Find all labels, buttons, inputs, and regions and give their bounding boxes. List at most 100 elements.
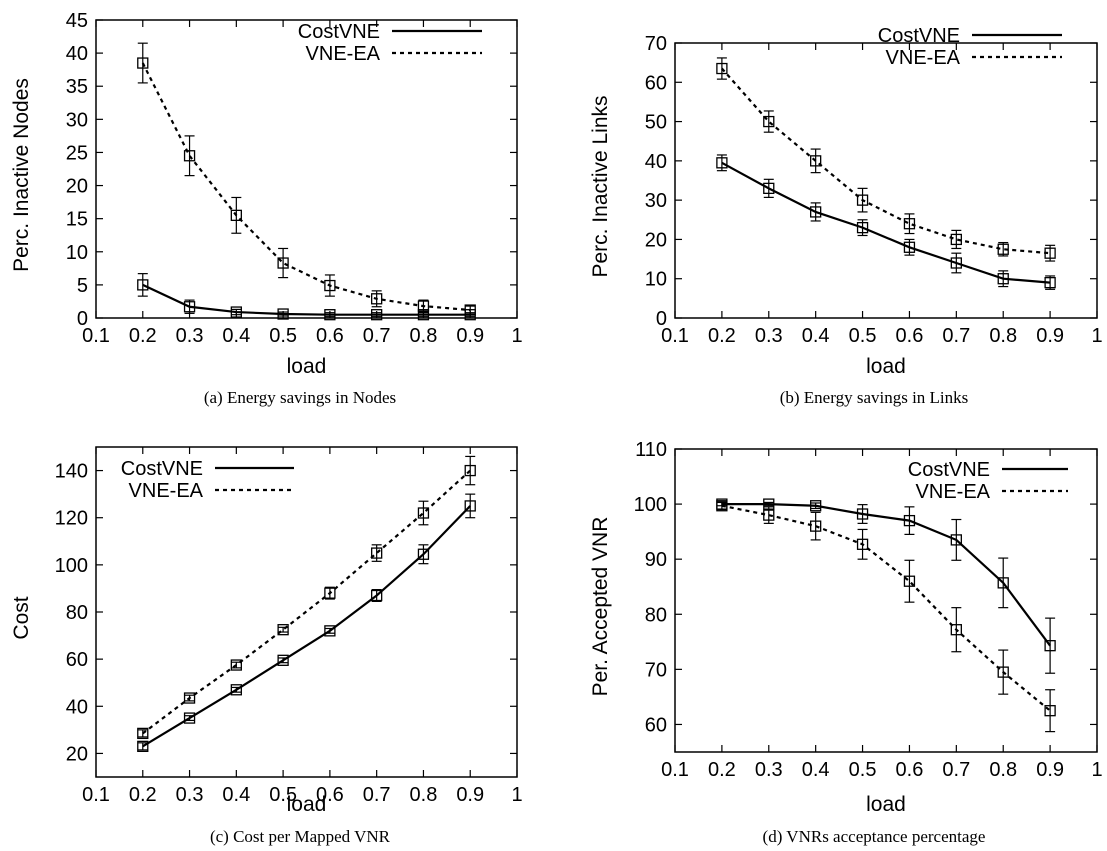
y-tick-label: 50 [645, 112, 667, 134]
plot-frame [674, 42, 1098, 319]
x-axis-label: load [866, 355, 906, 378]
x-tick-label: 0.8 [989, 759, 1017, 781]
data-point-vne-ea [464, 304, 476, 316]
figure-caption: (c) Cost per Mapped VNR [210, 827, 391, 846]
data-point-vne-ea [1044, 247, 1056, 259]
x-tick-label: 0.7 [363, 325, 391, 347]
x-tick-label: 0.5 [849, 325, 877, 347]
y-tick-label: 140 [55, 461, 88, 483]
data-point-vne-ea [716, 500, 728, 512]
y-tick-label: 30 [645, 190, 667, 212]
data-point-vne-ea [324, 279, 336, 292]
data-point-vne-ea [950, 233, 962, 246]
data-point-vne-ea [950, 624, 962, 636]
data-point-vne-ea [371, 547, 383, 559]
data-point-costvne [903, 514, 916, 527]
data-point-costvne [997, 577, 1009, 589]
series-line-vne-ea [142, 469, 471, 735]
x-tick-label: 0.4 [222, 325, 250, 347]
y-tick-label: 60 [66, 649, 88, 671]
x-axis-label: load [287, 355, 327, 378]
x-tick-label: 0.1 [661, 325, 689, 347]
plot-frame [674, 448, 1098, 753]
data-point-costvne [277, 654, 289, 666]
x-tick-label: 0.2 [708, 759, 736, 781]
x-tick-label: 0.4 [802, 325, 830, 347]
data-point-costvne [856, 221, 869, 234]
x-tick-label: 0.6 [896, 325, 924, 347]
y-tick-label: 5 [77, 275, 88, 297]
series-line-costvne [721, 502, 1051, 647]
data-point-costvne [716, 157, 728, 169]
y-tick-label: 70 [645, 659, 667, 681]
y-tick-label: 100 [634, 494, 667, 516]
data-point-costvne [137, 740, 149, 753]
y-tick-label: 35 [66, 76, 88, 98]
data-point-vne-ea [763, 509, 775, 521]
y-tick-label: 40 [66, 43, 88, 65]
data-point-costvne [997, 273, 1009, 285]
data-point-vne-ea [324, 587, 336, 599]
data-point-vne-ea [183, 150, 196, 162]
x-tick-label: 0.2 [129, 784, 157, 806]
y-tick-label: 120 [55, 508, 88, 530]
y-tick-label: 10 [66, 242, 88, 264]
x-tick-label: 0.5 [849, 759, 877, 781]
data-point-costvne [1044, 640, 1056, 652]
y-tick-label: 15 [66, 209, 88, 231]
data-point-vne-ea [371, 293, 383, 305]
data-point-vne-ea [856, 538, 869, 550]
y-tick-label: 40 [66, 696, 88, 718]
data-point-vne-ea [810, 155, 822, 167]
data-point-vne-ea [230, 659, 242, 671]
plot-frame [95, 19, 518, 319]
x-tick-label: 0.6 [316, 784, 344, 806]
series-line-vne-ea [141, 62, 471, 312]
x-tick-label: 0.8 [410, 784, 438, 806]
y-axis-label: Perc. Inactive Links [589, 95, 612, 277]
x-tick-label: 0.7 [363, 784, 391, 806]
panel-c: 0.1 0.2 0.3 0.4 0.5 0.6 0.7 0.8 0.9 1204060801001… [10, 446, 523, 846]
y-tick-label: 70 [645, 33, 667, 55]
data-point-vne-ea [277, 257, 289, 269]
x-tick-label: 1 [1091, 325, 1102, 347]
y-tick-label: 45 [66, 10, 88, 32]
data-point-costvne [183, 301, 196, 313]
legend-label: VNE-EA [916, 481, 991, 503]
data-point-vne-ea [810, 520, 822, 532]
x-tick-label: 1 [511, 325, 522, 347]
x-tick-label: 0.4 [222, 784, 250, 806]
x-tick-label: 0.2 [708, 325, 736, 347]
y-tick-label: 10 [645, 269, 667, 291]
data-point-costvne [763, 182, 775, 195]
panel-d: 0.1 0.2 0.3 0.4 0.5 0.6 0.7 0.8 0.9 1 60 70 80 90 100 1… [589, 439, 1103, 846]
x-tick-label: 0.9 [456, 784, 484, 806]
x-tick-label: 0.4 [802, 759, 830, 781]
data-point-costvne [324, 625, 336, 637]
x-tick-label: 1 [1091, 759, 1102, 781]
data-point-costvne [324, 309, 336, 321]
x-tick-label: 0.7 [942, 759, 970, 781]
data-point-vne-ea [716, 62, 728, 75]
x-tick-label: 0.7 [942, 325, 970, 347]
x-tick-label: 0.1 [661, 759, 689, 781]
series-line-vne-ea [721, 67, 1051, 255]
x-tick-label: 0.5 [269, 325, 297, 347]
data-point-costvne [1044, 276, 1056, 289]
data-point-costvne [371, 589, 383, 602]
data-point-costvne [371, 309, 383, 321]
x-axis-label: load [287, 793, 327, 816]
data-point-vne-ea [183, 692, 196, 704]
legend-label: CostVNE [121, 458, 203, 480]
y-tick-label: 0 [656, 308, 667, 330]
legend-label: VNE-EA [306, 43, 381, 65]
x-tick-label: 0.3 [176, 325, 204, 347]
y-tick-label: 20 [66, 176, 88, 198]
y-axis-label: Per. Accepted VNR [589, 517, 612, 697]
legend-label: CostVNE [878, 25, 960, 47]
data-point-vne-ea [903, 218, 916, 230]
panel-a: 0.1 0.2 0.3 0.4 0.5 0.6 0.7 0.8 0.9 1051015202530… [10, 10, 523, 407]
data-point-vne-ea [137, 57, 149, 69]
x-axis-label: load [866, 793, 906, 816]
